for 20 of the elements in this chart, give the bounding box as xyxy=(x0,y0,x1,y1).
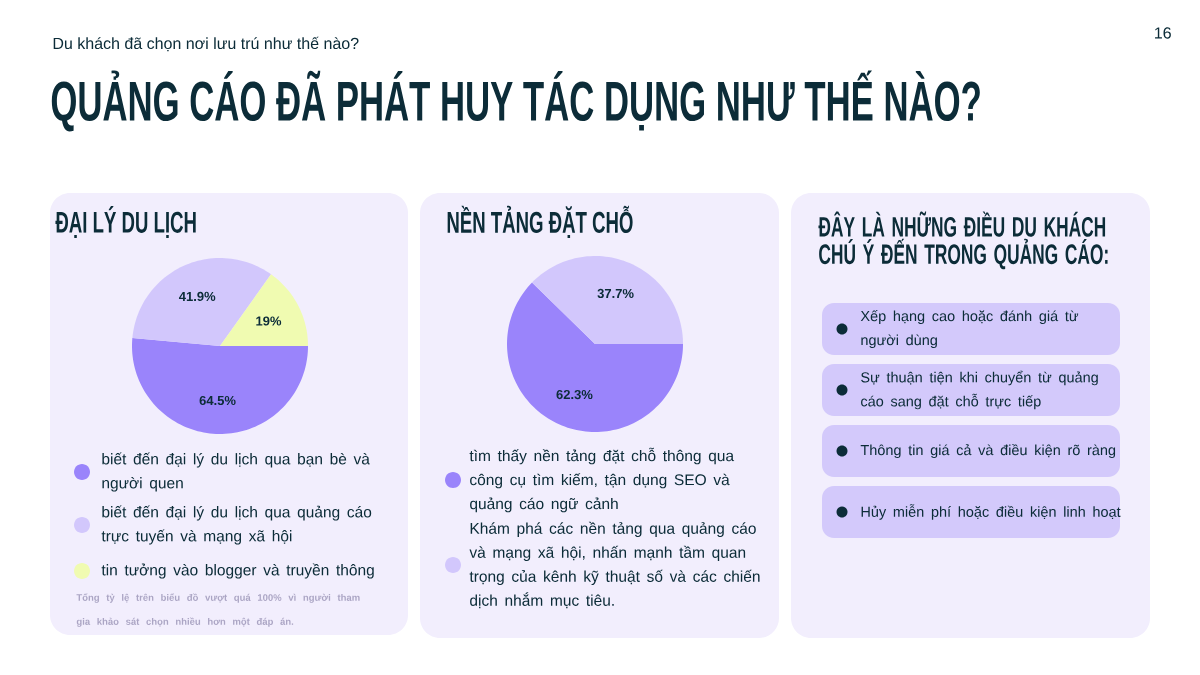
text: Tổng tỷ lệ trên biểu đồ vượt quá 100% vì người tham gia khảo sát chọn nhiều hơn một đáp án. xyxy=(76,593,360,627)
text: Xếp hạng cao hoặc đánh giá từ người dùng xyxy=(860,309,1079,349)
data-label: 64.5% xyxy=(199,395,236,406)
legend-label: tin tưởng vào blogger và truyền thông xyxy=(101,563,374,579)
text: Du khách đã chọn nơi lưu trú như thế nào? xyxy=(53,36,359,52)
legend-label: biết đến đại lý du lịch qua quảng cáo trực tuyến và mạng xã hội xyxy=(101,505,372,545)
legend-label: Khám phá các nền tảng qua quảng cáo và mạng xã hội, nhấn mạnh tầm quan trọng của kênh kỹ thuật số và các chiến dịch nhắm mục tiêu. xyxy=(469,521,760,609)
data-label: 37.7% xyxy=(597,288,634,299)
text: ĐÂY LÀ NHỮNG ĐIỀU DU KHÁCH CHÚ Ý ĐẾN TRONG QUẢNG CÁO: xyxy=(818,211,1108,270)
text: 16 xyxy=(1155,27,1171,39)
text: Thông tin giá cả và điều kiện rõ ràng xyxy=(860,443,1116,459)
data-label: 41.9% xyxy=(178,291,216,302)
text: Sự thuận tiện khi chuyển từ quảng cáo sang đặt chỗ trực tiếp xyxy=(861,370,1098,410)
data-label: 19% xyxy=(256,316,282,326)
text: QUẢNG CÁO ĐÃ PHÁT HUY TÁC DỤNG NHƯ THẾ NÀO? xyxy=(51,70,980,132)
legend-label: tìm thấy nền tảng đặt chỗ thông qua công cụ tìm kiếm, tận dụng SEO và quảng cáo ngữ cảnh xyxy=(469,447,735,513)
text: Hủy miễn phí hoặc điều kiện linh hoạt xyxy=(861,504,1121,520)
text: NỀN TẢNG ĐẶT CHỖ xyxy=(447,205,633,239)
data-label: 62.3% xyxy=(556,389,593,400)
text: ĐẠI LÝ DU LỊCH xyxy=(55,206,196,238)
